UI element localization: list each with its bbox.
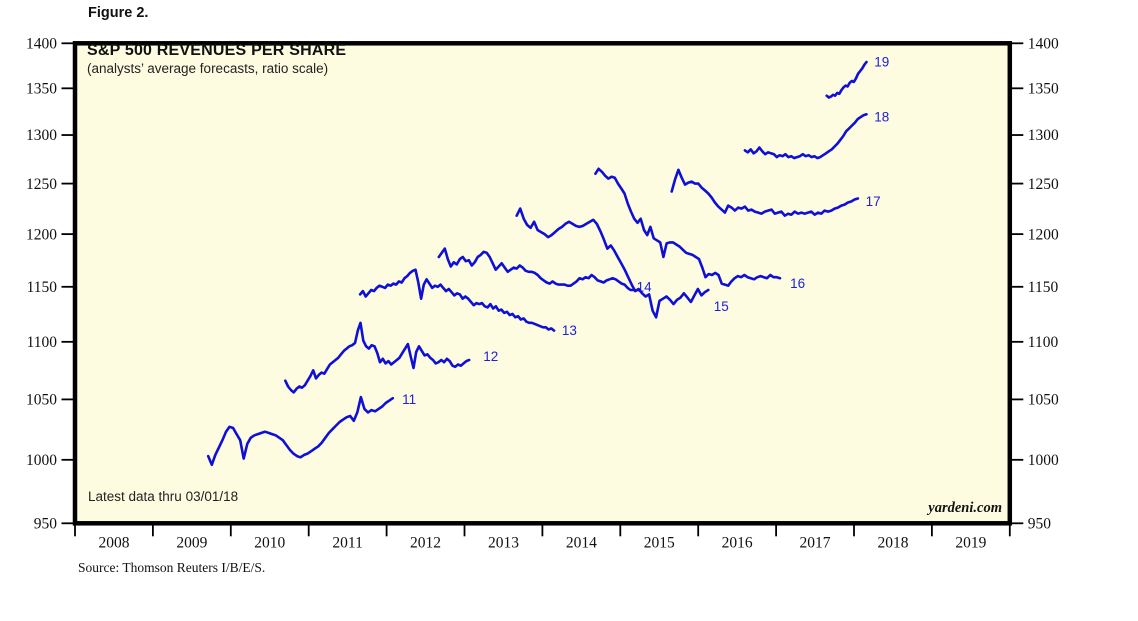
y-axis-label-left: 1350 (26, 81, 57, 98)
y-axis-label-right: 1300 (1028, 127, 1059, 144)
series-label-16: 16 (790, 276, 805, 291)
series-line-17 (670, 168, 860, 217)
watermark-yardeni: yardeni.com (928, 500, 1002, 516)
x-axis-year-label: 2018 (877, 534, 908, 551)
series-label-12: 12 (483, 349, 498, 364)
y-axis-label-left: 1050 (26, 392, 57, 409)
x-axis-year-label: 2009 (176, 534, 207, 551)
series-label-15: 15 (714, 299, 729, 314)
y-axis-label-right: 1350 (1028, 81, 1059, 98)
series-line-12 (283, 321, 471, 394)
series-label-17: 17 (866, 194, 881, 209)
series-line-16 (594, 167, 782, 288)
x-axis-year-label: 2015 (644, 534, 675, 551)
series-line-15 (515, 207, 710, 319)
y-axis-label-right: 1000 (1028, 452, 1059, 469)
series-line-19 (825, 60, 868, 99)
figure-label: Figure 2. (88, 5, 149, 21)
y-axis-label-right: 1150 (1028, 279, 1059, 296)
plot-frame (72, 41, 1013, 526)
y-axis-label-left: 1250 (26, 176, 57, 193)
x-axis-year-label: 2019 (955, 534, 986, 551)
y-axis-label-right: 1100 (1028, 334, 1059, 351)
x-axis-year-label: 2012 (410, 534, 441, 551)
series-line-18 (743, 113, 868, 160)
y-axis-label-right: 1250 (1028, 176, 1059, 193)
series-label-14: 14 (637, 279, 653, 294)
series-label-13: 13 (562, 323, 577, 338)
series-line-13 (358, 268, 556, 332)
y-axis-label-left: 1100 (27, 334, 58, 351)
x-axis-year-label: 2014 (566, 534, 597, 551)
chart-title: S&P 500 REVENUES PER SHARE (87, 42, 347, 59)
x-axis-year-label: 2011 (332, 534, 362, 551)
y-axis-label-left: 1400 (26, 36, 57, 53)
series-label-18: 18 (874, 110, 889, 125)
y-axis-label-right: 1050 (1028, 392, 1059, 409)
x-axis-year-label: 2017 (800, 534, 831, 551)
source-note: Source: Thomson Reuters I/B/E/S. (78, 560, 266, 575)
x-axis-year-label: 2016 (722, 534, 753, 551)
y-axis-label-right: 950 (1028, 516, 1052, 533)
y-axis-label-left: 1000 (26, 452, 57, 469)
y-axis-label-left: 950 (34, 516, 58, 533)
series-line-11 (206, 395, 395, 467)
y-axis-label-left: 1300 (26, 127, 57, 144)
x-axis-year-label: 2010 (254, 534, 285, 551)
y-axis-label-left: 1200 (26, 226, 57, 243)
y-axis-label-left: 1150 (27, 279, 58, 296)
latest-data-note: Latest data thru 03/01/18 (88, 489, 239, 504)
series-line-14 (437, 247, 635, 292)
x-axis-year-label: 2008 (98, 534, 129, 551)
y-axis-label-right: 1400 (1028, 36, 1059, 53)
chart-subtitle: (analysts’ average forecasts, ratio scal… (87, 61, 329, 76)
x-axis-year-label: 2013 (488, 534, 519, 551)
series-label-19: 19 (874, 55, 889, 70)
y-axis-label-right: 1200 (1028, 226, 1059, 243)
series-label-11: 11 (402, 392, 416, 407)
